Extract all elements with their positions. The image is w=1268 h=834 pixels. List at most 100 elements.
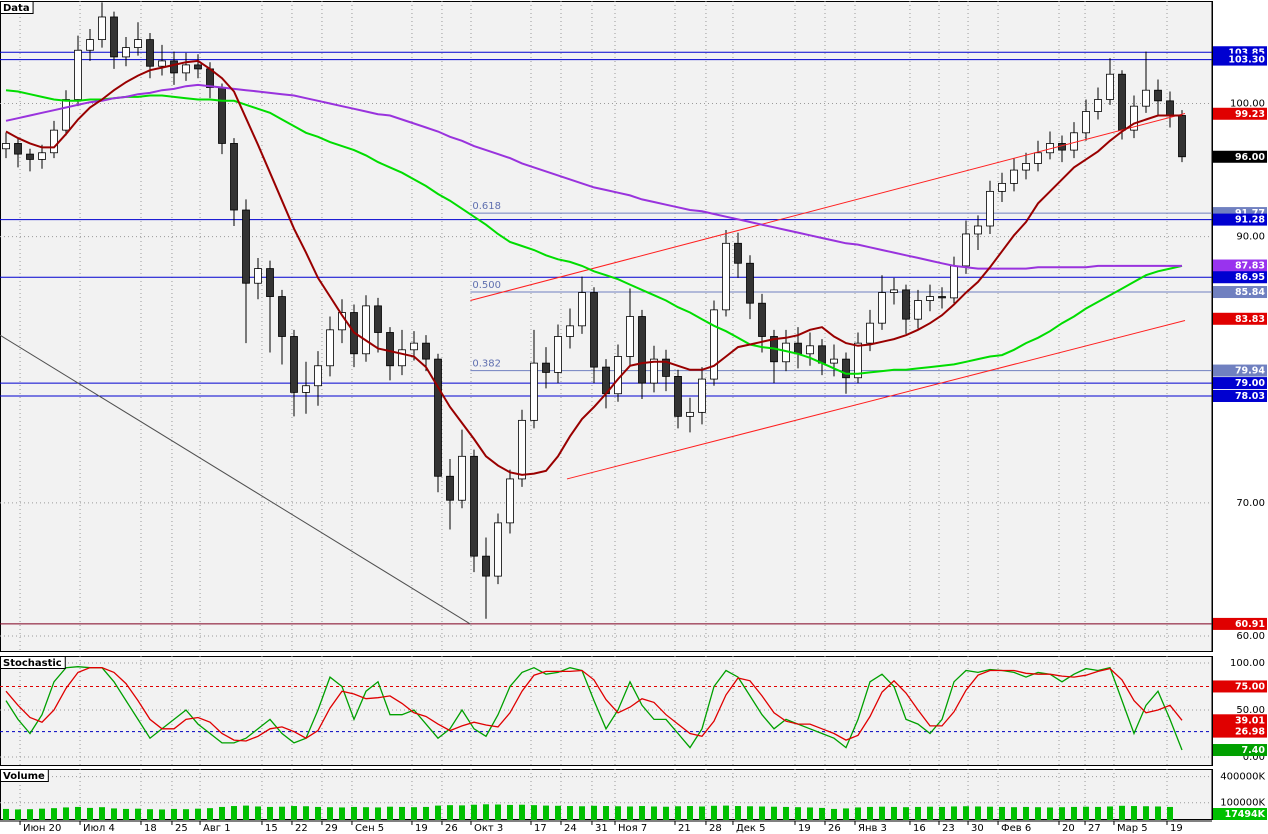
volume-bar [255, 806, 261, 820]
x-tick-label: Дек 5 [736, 823, 766, 834]
volume-bar [303, 806, 309, 820]
volume-bar [1083, 806, 1089, 820]
candle-body [50, 129, 58, 154]
y-tick-label: 100.00 [1230, 658, 1265, 669]
candle-body [806, 345, 814, 355]
price-tag-label: 60.91 [1235, 619, 1265, 630]
volume-bar [39, 808, 45, 820]
volume-bar [855, 807, 861, 820]
series-line [5, 666, 1183, 751]
candle-body [986, 190, 994, 227]
candle-body [110, 16, 118, 58]
volume-bar [219, 806, 225, 820]
candle-body [794, 342, 802, 355]
volume-bar [423, 806, 429, 820]
candle-body [470, 455, 478, 557]
volume-bar [603, 806, 609, 820]
candle-body [758, 302, 766, 337]
candle-body [890, 289, 898, 293]
price-tag [1213, 271, 1267, 284]
candle-body [62, 99, 70, 131]
price-tag-label: 83.83 [1235, 314, 1265, 325]
price-tag [1213, 725, 1267, 738]
candle-body [134, 39, 142, 48]
candle-body [314, 365, 322, 387]
panel-title-box [0, 769, 49, 782]
x-tick-label: Авг 1 [203, 823, 231, 834]
candle-body [146, 39, 154, 67]
x-tick-label: 26 [445, 823, 458, 834]
volume-bar [87, 807, 93, 820]
price-tag [1213, 744, 1267, 757]
volume-bar [123, 808, 129, 820]
candle-body [494, 522, 502, 577]
volume-bar [1155, 806, 1161, 820]
price-tag [1213, 107, 1267, 120]
volume-bar [447, 805, 453, 820]
volume-bar [951, 806, 957, 820]
volume-bar [375, 807, 381, 820]
candle-body [662, 358, 670, 377]
volume-bar [939, 806, 945, 820]
volume-bar [327, 807, 333, 820]
x-tick-label: Сен 5 [355, 823, 384, 834]
volume-bar [867, 806, 873, 820]
candle-body [290, 336, 298, 393]
y-tick-label: 70.00 [1236, 498, 1265, 509]
candle-body [854, 342, 862, 379]
volume-bar [63, 807, 69, 820]
candle-body [698, 378, 706, 413]
volume-bar [1143, 806, 1149, 820]
volume-bar [795, 807, 801, 820]
candle-body [386, 332, 394, 367]
y-tick-label: 90.00 [1236, 232, 1265, 243]
candle-body [74, 49, 82, 100]
plot-area: 0.618 0.500 0.382 [0, 1, 1212, 652]
volume-bar [927, 806, 933, 820]
volume-bar [807, 807, 813, 820]
candle-body [158, 60, 166, 67]
y-tick-label: 50.00 [1236, 705, 1265, 716]
volume-bar [15, 809, 21, 820]
x-tick-label: 17 [534, 823, 547, 834]
x-tick-label: 31 [595, 823, 608, 834]
volume-bar [243, 805, 249, 820]
volume-bar [483, 804, 489, 820]
volume-bar [879, 806, 885, 820]
candle-body [1154, 89, 1162, 102]
panel-title-box [0, 1, 34, 14]
volume-bar [543, 805, 549, 820]
price-tag-label: 91.28 [1235, 215, 1265, 226]
candle-body [674, 376, 682, 417]
x-tick-label: Июн 20 [23, 823, 61, 834]
volume-bar [1059, 807, 1065, 820]
candle-body [242, 209, 250, 284]
candle-body [398, 349, 406, 367]
volume-bar [471, 804, 477, 820]
x-tick-label: 20 [1062, 823, 1075, 834]
candle-body [302, 385, 310, 393]
candle-body [998, 182, 1006, 192]
volume-bar [231, 806, 237, 820]
series-line [5, 59, 1182, 476]
volume-bar [987, 806, 993, 820]
series-line [5, 89, 1183, 375]
candle-body [1106, 73, 1114, 100]
candle-body [122, 47, 130, 58]
x-tick-label: Мар 5 [1117, 823, 1148, 834]
volume-bar [1131, 806, 1137, 820]
volume-bar [903, 807, 909, 820]
candle-body [962, 233, 970, 267]
volume-bar [519, 804, 525, 820]
x-tick-label: Июл 4 [83, 823, 115, 834]
plot-area [0, 769, 1212, 820]
x-tick-label: 16 [913, 823, 926, 834]
candle-body [98, 16, 106, 41]
volume-bar [399, 806, 405, 820]
volume-bar [51, 808, 57, 820]
x-tick-label: 21 [678, 823, 691, 834]
price-tag-label: 39.01 [1235, 715, 1265, 726]
candle-body [1166, 100, 1174, 116]
price-tag-label: 7.40 [1242, 745, 1266, 756]
volume-bar [435, 805, 441, 820]
